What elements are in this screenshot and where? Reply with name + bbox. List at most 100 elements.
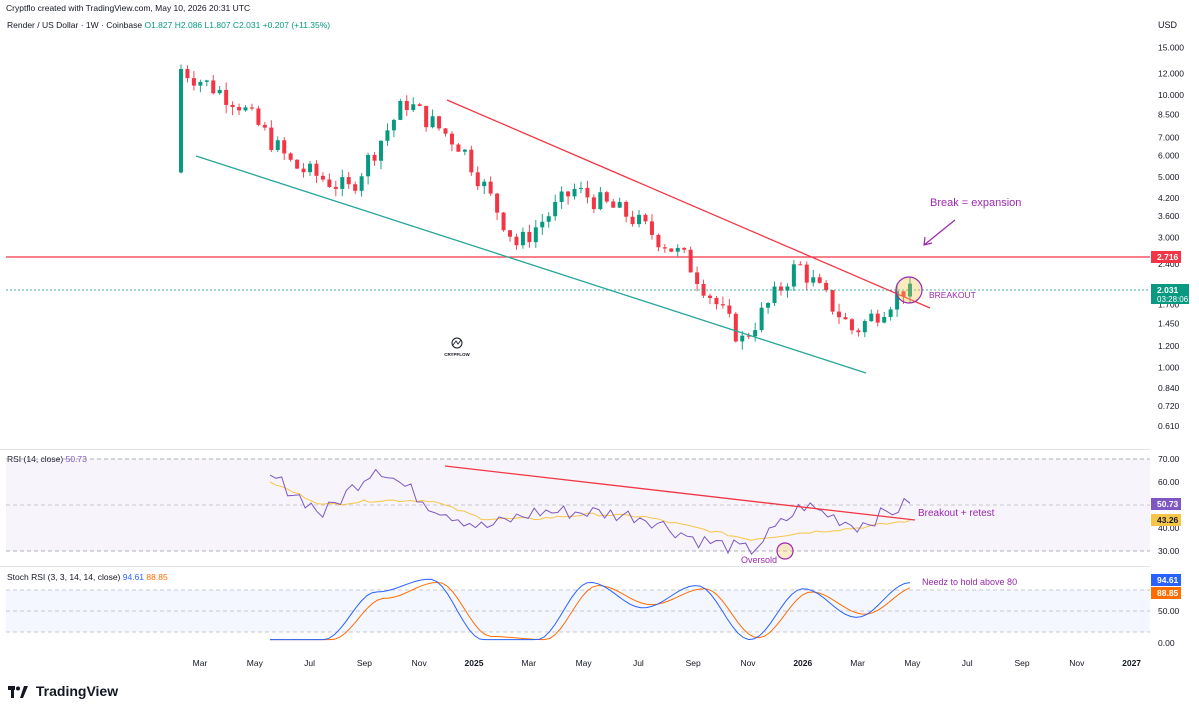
candle-up [869,313,874,322]
time-tick-label: Mar [521,658,536,668]
candle-up [482,181,487,187]
pane-divider[interactable] [0,566,1150,567]
candle-down [830,290,835,312]
price-tick-label: 1.000 [1158,362,1180,372]
candle-down [211,80,216,94]
candle-up [340,177,345,189]
price-tick-label: 6.000 [1158,151,1180,161]
resistance-price-label: 2.716 [1157,252,1179,262]
candle-up [204,80,209,82]
rsi-pane[interactable]: Oversold Breakout + retest [6,458,1150,565]
candle-up [540,221,545,228]
stoch-k-line [270,578,911,641]
candle-down [720,304,725,306]
candle-down [346,177,351,185]
candle-down [314,163,319,176]
time-tick-label: May [576,658,593,668]
stoch-pane[interactable]: Needz to hold above 80 [6,577,1150,641]
candle-up [811,277,816,283]
candle-down [488,181,493,194]
candle-down [269,127,274,151]
candle-down [824,282,829,291]
candle-down [817,277,822,283]
rsi-ma-tag [1151,514,1181,526]
candle-down [527,231,532,243]
price-pane[interactable]: Break = expansion BREAKOUT CRYPFLOW [6,64,1150,374]
candle-down [798,264,803,266]
candle-down [708,295,713,298]
candle-down [443,128,448,134]
candle-down [417,104,422,106]
open-value: O1.827 [144,20,173,30]
time-tick-label: May [247,658,264,668]
candle-up [359,176,364,191]
candle-up [772,286,777,304]
rsi-tick-label: 40.00 [1158,523,1180,533]
candle-down [449,133,454,145]
arrow-icon [923,219,956,246]
time-tick-label: Sep [357,658,372,668]
candle-down [301,168,306,173]
candle-up [740,335,745,342]
candle-up [862,321,867,333]
rsi-value-label: 50.73 [1157,499,1179,509]
rsi-ma-line [269,481,911,541]
candle-down [591,197,596,210]
time-axis[interactable]: Mar May Jul Sep Nov 2025 Mar May Jul Sep Nov 2026 Ma… [193,658,1142,668]
stoch-tick-label: 50.00 [1158,606,1180,616]
candle-up [882,316,887,323]
candle-up [578,187,583,189]
price-tick-label: 1.700 [1158,300,1180,310]
candle-up [559,191,564,202]
tradingview-logo[interactable]: TradingView [8,683,118,699]
price-axis[interactable]: 15.000 12.000 10.000 8.500 7.000 6.000 5.000 4.… [1158,42,1184,431]
time-tick-label: 2025 [465,658,484,668]
retest-annotation: Breakout + retest [918,508,995,519]
time-tick-label: Mar [850,658,865,668]
price-tick-label: 1.450 [1158,318,1180,328]
candle-up [391,119,396,131]
candle-up [753,330,758,337]
candle-down [856,330,861,333]
pane-divider[interactable] [0,449,1150,450]
candle-up [366,154,371,177]
candle-down [643,214,648,222]
candle-down [837,311,842,318]
stoch-d-line [270,581,911,641]
candle-up [243,107,248,111]
candle-down [495,193,500,213]
stoch-legend[interactable]: Stoch RSI (3, 3, 14, 14, close) 94.61 88… [7,572,168,582]
price-tick-label: 8.500 [1158,109,1180,119]
candle-down [656,234,661,248]
tradingview-logo-icon [8,686,28,698]
price-tick-label: 3.000 [1158,233,1180,243]
candle-down [514,236,519,246]
stoch-axis[interactable]: 50.00 0.00 [1158,606,1180,648]
candle-down [327,179,332,187]
candle-up [179,69,183,173]
candle-down [566,191,571,197]
descending-support-trendline[interactable] [195,155,867,374]
price-tick-label: 2.400 [1158,259,1180,269]
candle-down [437,116,442,129]
tradingview-brand: TradingView [35,683,119,699]
candle-down [843,317,848,320]
candle-down [353,184,358,191]
countdown-label: 03:28:06 [1157,295,1189,304]
candle-down [262,124,267,128]
candle-up [308,163,313,173]
symbol-legend[interactable]: Render / US Dollar · 1W · Coinbase O1.82… [7,20,330,30]
candle-down [849,319,854,331]
stoch-k-label: 94.61 [1157,575,1179,585]
candle-down [624,201,629,217]
candle-down [282,140,287,154]
candle-up [398,100,403,120]
rsi-axis[interactable]: 70.00 60.00 40.00 30.00 [1158,454,1180,556]
descending-resistance-trendline[interactable] [446,99,931,309]
rsi-ma-label: 43.26 [1157,515,1179,525]
time-tick-label: Jul [633,658,644,668]
rsi-trendline[interactable] [444,465,916,521]
candle-up [533,227,538,243]
candle-up [888,309,893,317]
